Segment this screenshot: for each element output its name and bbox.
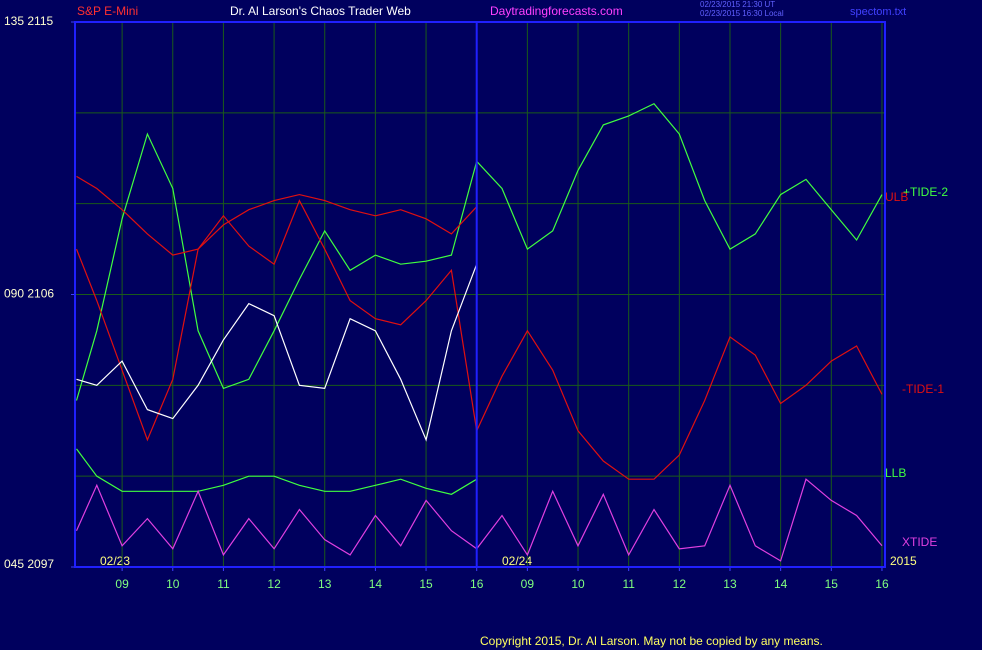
x-tick-label: 11 xyxy=(217,577,230,591)
file-name: spectom.txt xyxy=(850,6,906,18)
y-tick-label: 090 2106 xyxy=(4,287,54,301)
x-tick-label: 14 xyxy=(774,577,788,591)
x-tick-label: 16 xyxy=(470,577,484,591)
series-line xyxy=(76,175,478,256)
timestamp: 02/23/2015 16:30 Local xyxy=(700,9,784,18)
x-tick-label: 15 xyxy=(825,577,839,591)
x-tick-label: 14 xyxy=(369,577,383,591)
y-tick-label: 135 2115 xyxy=(4,14,53,28)
legend-label: LLB xyxy=(885,466,906,480)
chart-title: Dr. Al Larson's Chaos Trader Web xyxy=(230,4,411,18)
website: Daytradingforecasts.com xyxy=(490,4,623,18)
symbol: S&P E-Mini xyxy=(77,4,138,18)
copyright: Copyright 2015, Dr. Al Larson. May not b… xyxy=(480,634,823,648)
x-tick-label: 16 xyxy=(875,577,889,591)
date-label: 02/23 xyxy=(100,554,130,568)
x-tick-label: 13 xyxy=(318,577,332,591)
x-tick-label: 09 xyxy=(521,577,535,591)
x-tick-label: 12 xyxy=(673,577,687,591)
y-tick-label: 045 2097 xyxy=(4,557,54,571)
x-tick-label: 11 xyxy=(622,577,635,591)
x-tick-label: 10 xyxy=(571,577,585,591)
x-tick-label: 15 xyxy=(419,577,433,591)
series-line xyxy=(76,448,478,495)
legend-label: +TIDE-2 xyxy=(903,185,948,199)
date-label: 02/24 xyxy=(502,554,532,568)
series-line xyxy=(76,263,478,442)
timestamp: 02/23/2015 21:30 UT xyxy=(700,0,775,9)
legend-label: XTIDE xyxy=(902,535,937,549)
x-tick-label: 09 xyxy=(115,577,129,591)
x-tick-label: 12 xyxy=(267,577,281,591)
plot-frame xyxy=(74,21,886,568)
legend-label: ULB xyxy=(885,190,908,204)
year-label: 2015 xyxy=(890,554,917,568)
legend-label: -TIDE-1 xyxy=(902,382,944,396)
x-tick-label: 10 xyxy=(166,577,180,591)
x-tick-label: 13 xyxy=(723,577,737,591)
